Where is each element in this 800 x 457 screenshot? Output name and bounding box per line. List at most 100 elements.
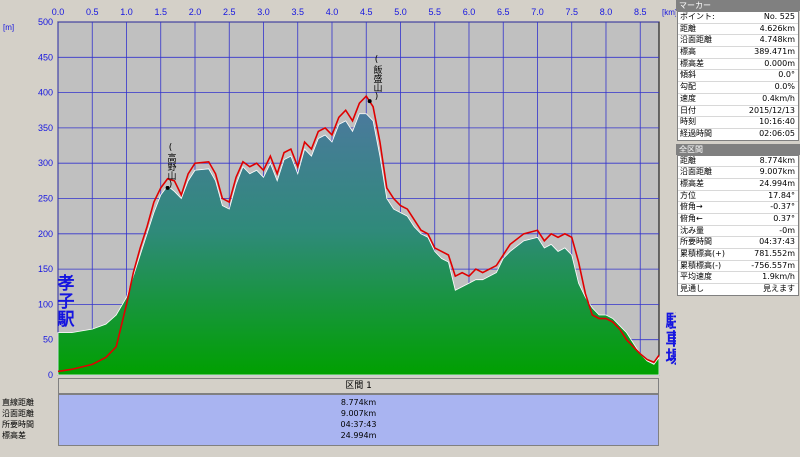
summary-row-duration: 所要時間 04:37:43 xyxy=(2,419,658,430)
summary-label: 直線距離 xyxy=(2,398,34,407)
marker-row: 傾斜 0.0° xyxy=(678,70,798,83)
total-row-value: 24.994m xyxy=(759,178,795,188)
marker-row-value: 10:16:40 xyxy=(759,117,795,127)
x-tick-label: 0.0 xyxy=(52,7,65,17)
y-tick-label: 300 xyxy=(38,158,53,168)
total-row-label: 見通し xyxy=(680,284,704,294)
x-tick-label: 4.5 xyxy=(360,7,373,17)
total-panel: 距離 8.774km 沿面距離 9.007km 標高差 24.994m 方位 17.84° 俯角… xyxy=(677,154,799,296)
marker-panel: ポイント: No. 525 距離 4.626km 沿面距離 4.748km 標高 389.47… xyxy=(677,11,799,141)
total-row-value: -0m xyxy=(779,225,795,235)
total-row: 俯角← 0.37° xyxy=(678,214,798,226)
total-row: 累積標高(-) -756.557m xyxy=(678,261,798,273)
y-tick-label: 500 xyxy=(38,17,53,27)
section-header[interactable]: 区間 1 xyxy=(58,378,659,394)
marker-row: 沿面距離 4.748km xyxy=(678,35,798,48)
marker-row-label: 日付 xyxy=(680,105,696,115)
total-row-value: 0.37° xyxy=(773,214,795,223)
total-row-label: 沿面距離 xyxy=(680,167,712,177)
section-header-label: 区間 1 xyxy=(345,381,372,391)
start-label-text: 孝子駅 xyxy=(53,274,74,328)
marker-panel-title: マーカー xyxy=(676,0,800,11)
marker-row: ポイント: No. 525 xyxy=(678,12,798,24)
marker-row-label: 距離 xyxy=(680,23,696,33)
marker-row-value: 0.4km/h xyxy=(762,93,795,103)
marker-row: 距離 4.626km xyxy=(678,24,798,36)
elevation-profile-chart[interactable]: 0.0 0.5 1.0 1.5 2.0 2.5 3.0 3.5 4.0 4.5 5.0 5.5 6.0 6… xyxy=(0,0,676,380)
total-row-label: 沈み量 xyxy=(680,225,704,235)
marker-row: 時刻 10:16:40 xyxy=(678,117,798,129)
x-tick-label: 7.0 xyxy=(531,7,544,17)
marker-row-value: 4.748km xyxy=(759,35,795,45)
info-panel: マーカー ポイント: No. 525 距離 4.626km 沿面距離 4.748km 標高 3… xyxy=(676,0,800,457)
x-tick-label: 7.5 xyxy=(565,7,578,17)
peak-label-takanoyama: (高野山) xyxy=(165,143,176,193)
y-tick-label: 150 xyxy=(38,264,53,274)
summary-value: 8.774km xyxy=(340,398,377,407)
y-tick-label: 50 xyxy=(43,335,53,345)
marker-row-value: No. 525 xyxy=(763,12,795,21)
marker-row: 日付 2015/12/13 xyxy=(678,106,798,118)
total-row-label: 俯角→ xyxy=(680,202,703,212)
elevation-area xyxy=(57,113,660,376)
marker-row: 勾配 0.0% xyxy=(678,82,798,94)
x-tick-label: 1.0 xyxy=(120,7,133,17)
y-tick-label: 0 xyxy=(48,370,53,380)
total-row: 方位 17.84° xyxy=(678,191,798,203)
total-row-value: 04:37:43 xyxy=(759,237,795,247)
elevation-chart-area: 0.0 0.5 1.0 1.5 2.0 2.5 3.0 3.5 4.0 4.5 5.0 5.5 6.0 6… xyxy=(0,0,682,446)
total-row: 所要時間 04:37:43 xyxy=(678,237,798,250)
marker-row-value: 2015/12/13 xyxy=(748,105,795,115)
y-tick-label: 250 xyxy=(38,194,53,204)
total-row-label: 俯角← xyxy=(680,214,703,223)
total-row: 俯角→ -0.37° xyxy=(678,202,798,214)
summary-value: 9.007km xyxy=(340,409,377,418)
x-unit-label: [km] xyxy=(662,8,676,17)
marker-row-label: 時刻 xyxy=(680,117,696,127)
marker-row-label: 勾配 xyxy=(680,82,696,92)
marker-row-value: 4.626km xyxy=(759,23,795,33)
summary-label: 所要時間 xyxy=(2,420,34,429)
y-unit-label: [m] xyxy=(3,23,14,32)
summary-row-elevation-diff: 標高差 24.994m xyxy=(2,430,658,441)
summary-row-straight-distance: 直線距離 8.774km xyxy=(2,397,658,408)
x-tick-label: 5.5 xyxy=(428,7,441,17)
total-row-label: 平均速度 xyxy=(680,272,712,282)
x-tick-label: 6.0 xyxy=(463,7,476,17)
section-summary: 直線距離 8.774km 沿面距離 9.007km 所要時間 04:37:43 … xyxy=(2,394,659,446)
track-line xyxy=(57,94,660,373)
total-row-label: 距離 xyxy=(680,155,696,165)
x-tick-label: 0.5 xyxy=(86,7,99,17)
total-row: 沈み量 -0m xyxy=(678,226,798,238)
x-tick-label: 8.5 xyxy=(634,7,647,17)
marker-row-label: 沿面距離 xyxy=(680,35,712,45)
total-row: 距離 8.774km xyxy=(678,156,798,168)
y-tick-label: 350 xyxy=(38,123,53,133)
marker-row: 標高差 0.000m xyxy=(678,59,798,71)
peak-label-iimoriyama-text: (飯盛山) xyxy=(371,55,382,102)
total-row-value: 781.552m xyxy=(754,249,795,259)
total-row-value: 17.84° xyxy=(768,190,795,200)
total-row-label: 方位 xyxy=(680,190,696,200)
peak-label-iimoriyama: (飯盛山) xyxy=(371,55,382,105)
total-row: 累積標高(+) 781.552m xyxy=(678,249,798,261)
x-tick-label: 3.5 xyxy=(291,7,304,17)
x-tick-label: 2.0 xyxy=(189,7,202,17)
x-tick-label: 2.5 xyxy=(223,7,236,17)
marker-row-value: 0.0% xyxy=(774,82,795,92)
y-tick-label: 200 xyxy=(38,229,53,239)
y-tick-label: 100 xyxy=(38,299,53,309)
marker-row-value: 02:06:05 xyxy=(759,128,795,138)
marker-row-value: 0.0° xyxy=(778,70,795,80)
y-tick-label: 400 xyxy=(38,88,53,98)
total-row: 平均速度 1.9km/h xyxy=(678,272,798,285)
peak-label-takanoyama-text: (高野山) xyxy=(165,143,176,190)
marker-row-label: 経過時間 xyxy=(680,128,712,138)
marker-row-value: 389.471m xyxy=(754,47,795,57)
summary-label: 標高差 xyxy=(2,431,26,440)
marker-row-label: ポイント: xyxy=(680,12,715,21)
x-tick-label: 1.5 xyxy=(154,7,167,17)
total-row-value: -0.37° xyxy=(770,202,795,212)
x-tick-label: 5.0 xyxy=(394,7,407,17)
x-tick-label: 6.5 xyxy=(497,7,510,17)
